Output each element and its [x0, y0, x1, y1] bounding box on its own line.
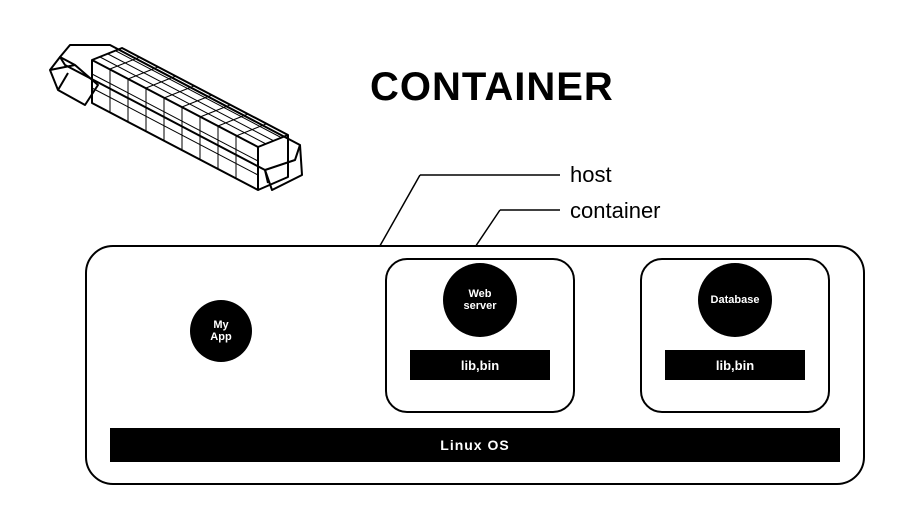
database-circle: Database: [698, 263, 772, 337]
container-label: container: [570, 198, 661, 224]
my-app-circle: My App: [190, 300, 252, 362]
host-label: host: [570, 162, 612, 188]
diagram-title: CONTAINER: [370, 65, 614, 110]
web-libbin-bar: lib,bin: [410, 350, 550, 380]
container-ship-icon: [20, 15, 320, 215]
linux-os-bar: Linux OS: [110, 428, 840, 462]
web-server-circle: Web server: [443, 263, 517, 337]
db-libbin-bar: lib,bin: [665, 350, 805, 380]
